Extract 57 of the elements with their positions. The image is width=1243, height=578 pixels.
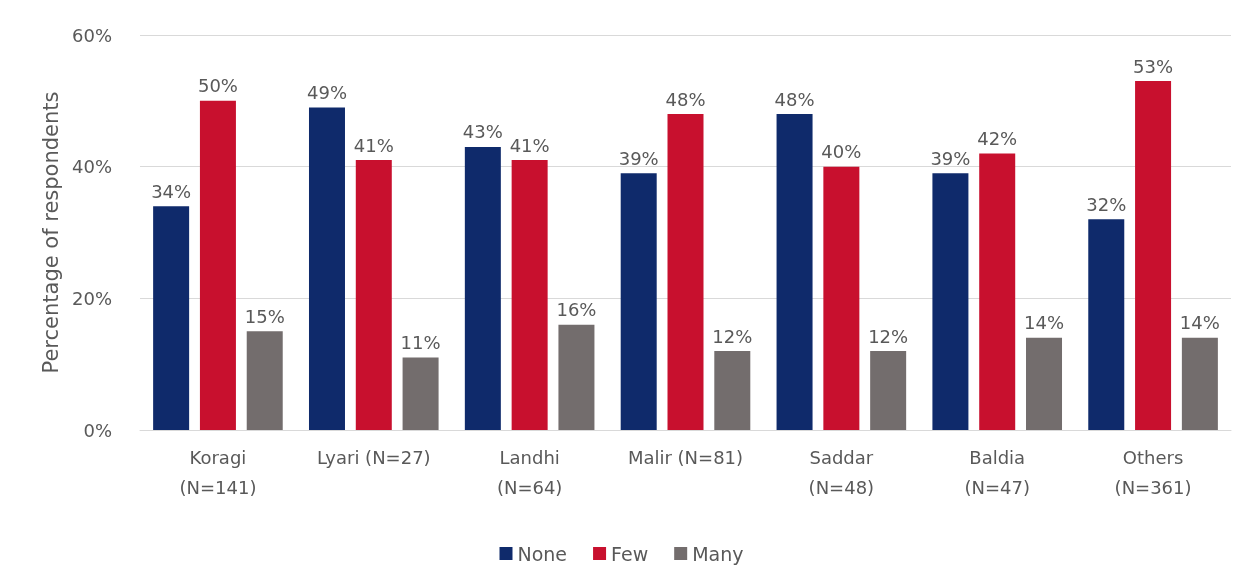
- data-label: 32%: [1086, 193, 1127, 215]
- legend-label: Many: [692, 542, 744, 565]
- data-label: 11%: [400, 332, 441, 354]
- data-label: 43%: [462, 121, 503, 143]
- x-tick-label: Malir (N=81): [627, 446, 744, 468]
- bar: [1181, 337, 1218, 430]
- x-tick-label: Others (N=361): [1114, 446, 1192, 498]
- data-label: 39%: [930, 147, 971, 169]
- x-tick-label: Koragi (N=141): [179, 446, 257, 498]
- bar: [667, 114, 704, 430]
- data-label: 42%: [977, 128, 1018, 149]
- data-label: 15%: [244, 305, 285, 327]
- data-label: 48%: [665, 88, 706, 110]
- y-tick-label: 20%: [71, 287, 112, 309]
- data-label: 49%: [306, 81, 347, 103]
- y-tick-label: 60%: [71, 24, 112, 46]
- legend-label: Few: [611, 542, 649, 565]
- data-label: 53%: [1133, 55, 1174, 77]
- bar: [246, 331, 283, 430]
- data-label: 14%: [1024, 312, 1065, 334]
- data-label: 12%: [712, 325, 753, 347]
- data-label: 34%: [151, 180, 192, 202]
- data-label: 16%: [556, 299, 597, 321]
- bar: [714, 351, 751, 430]
- data-label: 48%: [774, 88, 815, 110]
- data-label: 40%: [821, 141, 862, 163]
- legend-label: None: [517, 542, 568, 565]
- data-label: 39%: [618, 147, 659, 169]
- x-tick-label: Landhi (N=64): [496, 446, 563, 498]
- bar: [153, 206, 190, 430]
- data-label: 12%: [868, 325, 909, 347]
- bar: [1088, 219, 1125, 430]
- data-label: 41%: [509, 134, 550, 156]
- bar: [1026, 337, 1063, 430]
- bar: [823, 166, 860, 430]
- x-tick-label: Baldia (N=47): [964, 446, 1030, 498]
- bar: [511, 160, 548, 430]
- y-axis-title: Percentage of respondents: [38, 91, 63, 374]
- data-label: 50%: [197, 75, 238, 97]
- x-tick-label: Lyari (N=27): [316, 446, 431, 468]
- bar: [355, 160, 392, 430]
- bar: [932, 173, 969, 430]
- bar: [776, 114, 813, 430]
- bar: [402, 357, 439, 430]
- bar: [620, 173, 657, 430]
- bar: [979, 153, 1016, 430]
- data-label: 41%: [353, 134, 394, 156]
- x-tick-label: Saddar (N=48): [808, 446, 875, 498]
- y-tick-label: 40%: [71, 156, 112, 178]
- y-tick-label: 0%: [83, 419, 112, 441]
- bar: [308, 107, 345, 430]
- bar: [558, 324, 595, 430]
- bar: [199, 100, 236, 430]
- bar: [870, 351, 907, 430]
- data-label: 14%: [1179, 312, 1220, 334]
- bar: [1135, 81, 1172, 430]
- bar: [464, 146, 501, 430]
